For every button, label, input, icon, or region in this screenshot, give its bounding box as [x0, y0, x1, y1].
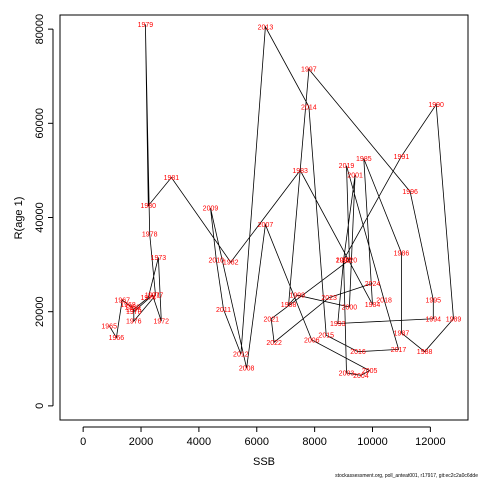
year-label-2011: 2011 [216, 307, 231, 314]
y-tick-label: 20000 [34, 296, 46, 327]
y-tick-label: 0 [34, 403, 46, 409]
year-label-1973: 1973 [151, 255, 167, 262]
year-label-2020: 2020 [342, 257, 358, 264]
x-tick-label: 12000 [415, 436, 446, 448]
year-label-2017: 2017 [391, 347, 407, 354]
year-label-1967: 1967 [114, 297, 130, 304]
year-label-1997: 1997 [301, 67, 317, 74]
year-label-1994: 1994 [425, 316, 441, 323]
footer-credit: stockassessment.org, poll_anteat001, r17… [335, 473, 478, 479]
year-label-1985: 1985 [356, 156, 372, 163]
year-label-1992: 1992 [336, 257, 352, 264]
series-path [108, 24, 454, 376]
year-label-1993: 1993 [330, 321, 346, 328]
x-tick-label: 4000 [187, 436, 211, 448]
year-label-1976: 1976 [126, 319, 142, 326]
year-label-1969: 1969 [125, 304, 141, 311]
year-label-1965: 1965 [101, 323, 117, 330]
year-label-2004: 2004 [353, 373, 369, 380]
year-label-2018: 2018 [376, 297, 392, 304]
year-label-1995: 1995 [425, 297, 441, 304]
year-label-2015: 2015 [318, 333, 334, 340]
year-label-2001: 2001 [347, 173, 363, 180]
year-label-1988: 1988 [417, 349, 433, 356]
year-label-1982: 1982 [223, 260, 239, 267]
year-label-1986: 1986 [394, 250, 410, 257]
year-label-1978: 1978 [142, 231, 158, 238]
year-label-1980: 1980 [140, 203, 156, 210]
axes: 0 2000 4000 6000 8000 10000 12000 0 20000 40000 60… [34, 14, 469, 448]
x-axis-title: SSB [253, 456, 275, 468]
year-label-2000: 2000 [342, 304, 358, 311]
year-label-2002: 2002 [336, 257, 352, 264]
year-label-1990: 1990 [428, 102, 444, 109]
year-label-2024: 2024 [365, 281, 381, 288]
year-label-1989: 1989 [446, 316, 462, 323]
year-label-2016: 2016 [350, 349, 366, 356]
x-tick-label: 10000 [357, 436, 388, 448]
sr-trajectory-line [108, 24, 454, 376]
year-label-2008: 2008 [239, 366, 255, 373]
y-tick-label: 80000 [34, 14, 46, 45]
y-tick-label: 60000 [34, 108, 46, 139]
year-label-1972: 1972 [153, 319, 169, 326]
year-label-1966: 1966 [109, 335, 125, 342]
year-label-2013: 2013 [258, 24, 274, 31]
year-label-1983: 1983 [292, 168, 308, 175]
x-tick-label: 2000 [129, 436, 153, 448]
y-tick-label: 40000 [34, 202, 46, 233]
y-axis-title: R(age 1) [13, 197, 25, 240]
year-label-1975: 1975 [126, 307, 142, 314]
year-label-1971: 1971 [145, 293, 161, 300]
year-label-1987: 1987 [394, 330, 410, 337]
year-label-2005: 2005 [362, 368, 378, 375]
year-label-1999: 1999 [289, 293, 305, 300]
year-label-1991: 1991 [394, 154, 410, 161]
year-label-2012: 2012 [233, 352, 249, 359]
x-tick-label: 8000 [302, 436, 326, 448]
year-label-1979: 1979 [138, 22, 154, 29]
year-label-1968: 1968 [120, 302, 136, 309]
year-label-2010: 2010 [208, 257, 224, 264]
year-label-1984: 1984 [365, 302, 381, 309]
year-label-1970: 1970 [126, 309, 142, 316]
year-label-2021: 2021 [263, 316, 279, 323]
year-label-2006: 2006 [304, 337, 320, 344]
year-label-2003: 2003 [339, 370, 355, 377]
year-label-1977: 1977 [148, 293, 164, 300]
year-label-2014: 2014 [301, 104, 317, 111]
plot-frame [59, 14, 469, 421]
year-label-1974: 1974 [140, 295, 156, 302]
year-label-2023: 2023 [321, 295, 337, 302]
year-label-2019: 2019 [339, 163, 355, 170]
year-label-1981: 1981 [164, 175, 180, 182]
year-label-2007: 2007 [258, 222, 274, 229]
year-label-2009: 2009 [203, 206, 219, 213]
year-label-1998: 1998 [281, 302, 297, 309]
x-tick-label: 0 [80, 436, 86, 448]
year-label-1996: 1996 [402, 189, 418, 196]
year-label-2022: 2022 [266, 340, 282, 347]
x-tick-label: 6000 [245, 436, 269, 448]
